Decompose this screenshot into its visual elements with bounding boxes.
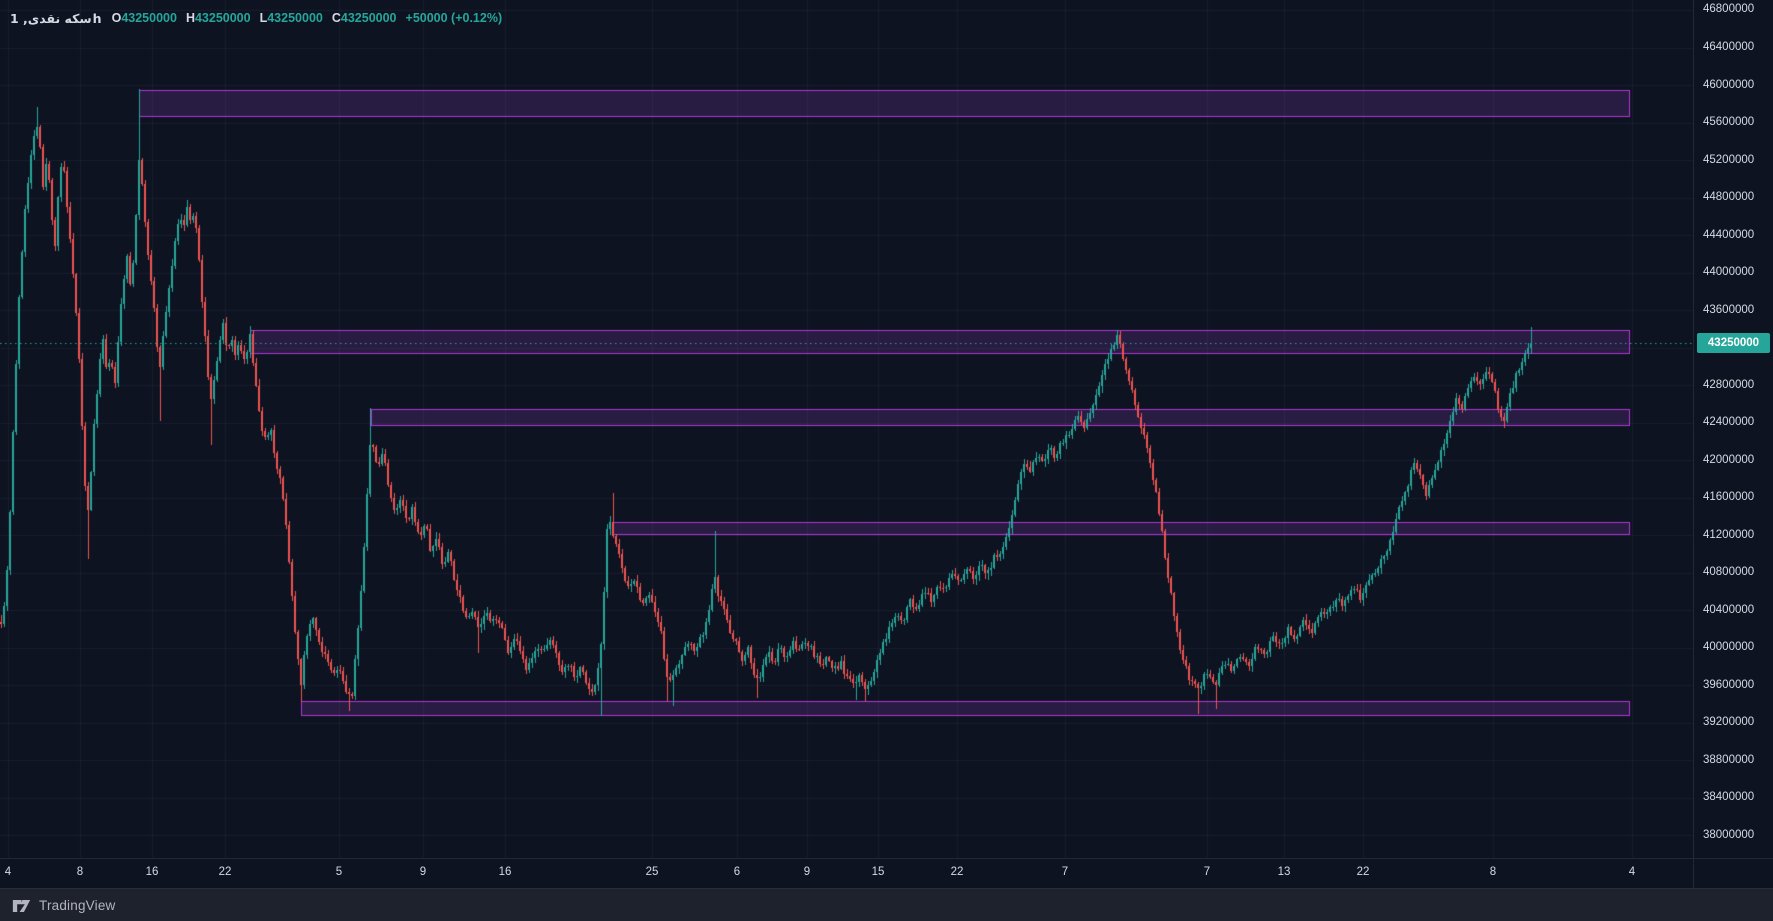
price-tick-label: 44400000 — [1703, 228, 1755, 241]
time-tick-label: 4 — [4, 866, 12, 878]
price-tick-label: 46800000 — [1703, 3, 1755, 16]
price-axis[interactable]: 43250000 46800000 46400000 46000000 4560000… — [1693, 0, 1773, 858]
high-value: 43250000 — [194, 11, 251, 25]
time-axis[interactable]: 4 8 16 22 5 9 16 25 6 9 15 22 7 7 13 22 8 4 — [0, 858, 1773, 889]
tradingview-brand-text[interactable]: TradingView — [39, 898, 116, 913]
time-tick-label: 25 — [645, 866, 659, 878]
bottom-toolbar: TradingView — [0, 888, 1773, 921]
symbol-name: سکه نقدی, 1 — [10, 10, 92, 26]
close-label: C — [331, 11, 341, 25]
price-tick-label: 42000000 — [1703, 453, 1755, 466]
price-tick-label: 40400000 — [1703, 603, 1755, 616]
price-tick-label: 45200000 — [1703, 153, 1755, 166]
time-tick-label: 22 — [218, 866, 232, 878]
time-tick-label: 15 — [871, 866, 885, 878]
time-tick-label: 13 — [1277, 866, 1291, 878]
price-tick-label: 45600000 — [1703, 115, 1755, 128]
axis-corner-separator — [1693, 858, 1694, 888]
price-tick-label: 40800000 — [1703, 566, 1755, 578]
price-tick-label: 42400000 — [1703, 416, 1755, 428]
price-tick-label: 39200000 — [1703, 716, 1755, 728]
time-tick-label: 7 — [1061, 866, 1069, 878]
open-value: 43250000 — [121, 11, 177, 25]
time-tick-label: 6 — [733, 866, 741, 878]
price-tick-label: 38000000 — [1703, 828, 1755, 841]
time-tick-label: 22 — [1356, 866, 1370, 878]
time-tick-label: 7 — [1203, 866, 1211, 878]
last-price-badge: 43250000 — [1697, 333, 1770, 354]
interval-label: h — [92, 10, 102, 26]
price-chart-canvas[interactable] — [0, 0, 1693, 858]
close-value: 43250000 — [340, 11, 397, 25]
high-label: H — [185, 11, 195, 25]
low-label: L — [259, 11, 268, 25]
price-tick-label: 38800000 — [1703, 753, 1755, 766]
change-value: +50000 (+0.12%) — [405, 11, 503, 25]
price-tick-label: 46400000 — [1703, 41, 1755, 53]
time-tick-label: 9 — [419, 866, 427, 878]
price-tick-label: 38400000 — [1703, 791, 1755, 803]
tradingview-logo-icon[interactable] — [12, 898, 31, 914]
price-tick-label: 46000000 — [1703, 78, 1755, 91]
price-tick-label: 41200000 — [1703, 528, 1755, 541]
time-tick-label: 22 — [950, 866, 964, 878]
price-tick-label: 40000000 — [1703, 641, 1755, 653]
price-tick-label: 43600000 — [1703, 303, 1755, 316]
time-tick-label: 5 — [335, 866, 343, 878]
time-tick-label: 8 — [76, 866, 84, 878]
open-label: O — [111, 11, 122, 25]
price-tick-label: 41600000 — [1703, 490, 1755, 503]
time-tick-label: 16 — [498, 866, 512, 878]
time-tick-label: 8 — [1489, 866, 1497, 878]
time-tick-label: 4 — [1628, 866, 1636, 878]
price-tick-label: 42800000 — [1703, 378, 1755, 391]
price-tick-label: 44800000 — [1703, 191, 1755, 203]
price-tick-label: 44000000 — [1703, 266, 1755, 278]
time-tick-label: 16 — [145, 866, 159, 878]
low-value: 43250000 — [267, 11, 323, 25]
price-tick-label: 39600000 — [1703, 678, 1755, 691]
time-tick-label: 9 — [803, 866, 811, 878]
